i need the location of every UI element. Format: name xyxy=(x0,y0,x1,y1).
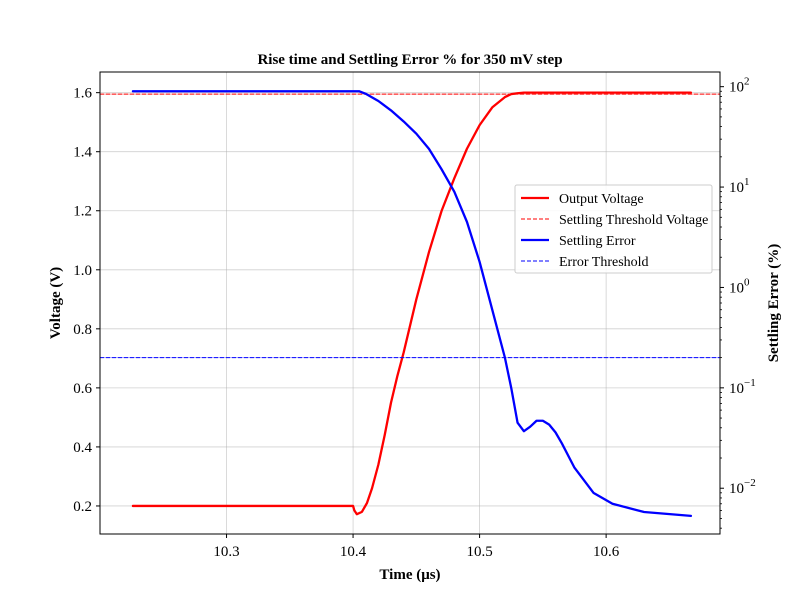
x-tick-label: 10.6 xyxy=(593,544,620,560)
y-right-tick-label: 10−1 xyxy=(729,377,756,397)
y-left-tick-label: 0.4 xyxy=(73,440,92,456)
chart-title: Rise time and Settling Error % for 350 m… xyxy=(257,52,562,68)
y-right-tick-label: 10−2 xyxy=(729,477,756,497)
legend-label-output-voltage: Output Voltage xyxy=(559,192,644,207)
y-left-tick-label: 0.6 xyxy=(73,381,92,397)
y-left-tick-label: 0.8 xyxy=(73,322,92,338)
series-settling-error xyxy=(131,90,693,518)
y-left-tick-label: 1.2 xyxy=(73,204,92,220)
y-left-tick-label: 1.4 xyxy=(73,145,92,161)
legend-label-error-threshold: Error Threshold xyxy=(559,255,649,270)
y-axis-label-left: Voltage (V) xyxy=(48,267,64,339)
grid xyxy=(100,72,720,534)
y-right-tick-label: 102 xyxy=(729,76,750,96)
series-group xyxy=(99,90,721,518)
legend-box xyxy=(514,184,713,274)
y-left-tick-label: 1.0 xyxy=(73,263,92,279)
legend: Output Voltage Settling Threshold Voltage… xyxy=(514,184,713,274)
x-tick-label: 10.4 xyxy=(340,544,367,560)
y-axis-label-right: Settling Error (%) xyxy=(766,244,782,363)
x-tick-label: 10.3 xyxy=(213,544,239,560)
y-left-tick-label: 1.6 xyxy=(73,86,92,102)
x-axis-label: Time (μs) xyxy=(379,567,440,583)
series-output-voltage xyxy=(131,91,693,516)
ticks: 10.3 10.4 10.5 10.6 0.2 0.4 0.6 0.8 1.0 1.2 1.4 1.6… xyxy=(73,76,755,560)
plot-frame xyxy=(99,71,721,535)
y-right-tick-label: 101 xyxy=(729,176,750,196)
y-right-tick-label: 100 xyxy=(729,276,750,296)
x-tick-label: 10.5 xyxy=(466,544,492,560)
legend-label-settling-error: Settling Error xyxy=(559,234,636,249)
legend-label-settling-threshold-voltage: Settling Threshold Voltage xyxy=(559,213,708,228)
y-left-tick-label: 0.2 xyxy=(73,499,92,515)
